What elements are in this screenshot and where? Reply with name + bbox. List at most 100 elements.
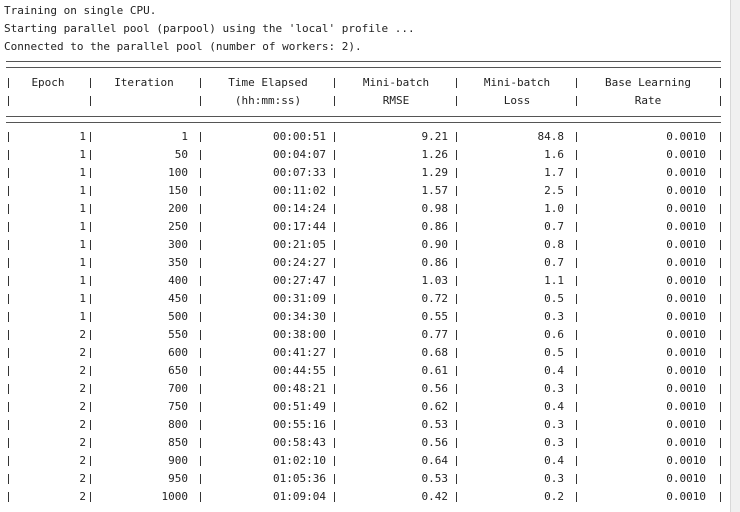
column-divider: [576, 96, 577, 106]
column-divider: [200, 240, 201, 250]
column-divider: [90, 258, 91, 268]
column-divider: [720, 78, 721, 88]
column-divider: [720, 222, 721, 232]
column-divider: [200, 204, 201, 214]
learning-rate-cell: 0.0010: [666, 454, 706, 467]
column-divider: [720, 456, 721, 466]
column-divider: [90, 438, 91, 448]
iteration-cell: 600: [168, 346, 188, 359]
learning-rate-cell: 0.0010: [666, 436, 706, 449]
epoch-cell: 1: [79, 292, 86, 305]
loss-cell: 0.5: [544, 346, 564, 359]
rmse-cell: 1.03: [421, 274, 449, 287]
rmse-cell: 0.86: [421, 256, 449, 269]
iteration-cell: 300: [168, 238, 188, 251]
rmse-cell: 0.90: [421, 238, 449, 251]
column-divider: [720, 96, 721, 106]
column-divider: [720, 168, 721, 178]
column-divider: [456, 438, 457, 448]
epoch-cell: 2: [79, 418, 86, 431]
learning-rate-cell: 0.0010: [666, 130, 706, 143]
iteration-cell: 1: [181, 130, 188, 143]
column-divider: [200, 492, 201, 502]
rmse-cell: 0.77: [421, 328, 449, 341]
rmse-cell: 1.26: [421, 148, 449, 161]
column-divider: [200, 384, 201, 394]
learning-rate-cell: 0.0010: [666, 292, 706, 305]
header-loss: Mini-batch: [483, 76, 551, 89]
column-divider: [200, 420, 201, 430]
column-divider: [720, 330, 721, 340]
rmse-cell: 0.98: [421, 202, 449, 215]
column-divider: [334, 420, 335, 430]
epoch-cell: 2: [79, 328, 86, 341]
column-divider: [8, 96, 9, 106]
column-divider: [334, 240, 335, 250]
column-divider: [8, 492, 9, 502]
column-divider: [334, 474, 335, 484]
column-divider: [720, 348, 721, 358]
time-elapsed-cell: 00:04:07: [273, 148, 326, 161]
iteration-cell: 250: [168, 220, 188, 233]
column-divider: [576, 276, 577, 286]
column-divider: [720, 204, 721, 214]
column-divider: [90, 222, 91, 232]
column-divider: [456, 204, 457, 214]
column-divider: [200, 456, 201, 466]
loss-cell: 0.3: [544, 472, 564, 485]
column-divider: [456, 294, 457, 304]
iteration-cell: 1000: [161, 490, 189, 503]
epoch-cell: 2: [79, 382, 86, 395]
loss-cell: 0.4: [544, 364, 564, 377]
column-divider: [456, 78, 457, 88]
iteration-cell: 100: [168, 166, 188, 179]
iteration-cell: 150: [168, 184, 188, 197]
header-epoch-sub: [16, 92, 80, 110]
column-divider: [456, 456, 457, 466]
column-divider: [8, 312, 9, 322]
column-divider: [8, 276, 9, 286]
column-divider: [8, 258, 9, 268]
column-divider: [90, 276, 91, 286]
iteration-cell: 800: [168, 418, 188, 431]
learning-rate-cell: 0.0010: [666, 220, 706, 233]
epoch-cell: 1: [79, 238, 86, 251]
column-divider: [334, 456, 335, 466]
column-divider: [334, 402, 335, 412]
column-divider: [90, 204, 91, 214]
loss-cell: 0.8: [544, 238, 564, 251]
column-divider: [200, 78, 201, 88]
column-divider: [720, 402, 721, 412]
time-elapsed-cell: 00:51:49: [273, 400, 326, 413]
epoch-cell: 2: [79, 490, 86, 503]
column-divider: [576, 222, 577, 232]
time-elapsed-cell: 00:48:21: [273, 382, 326, 395]
column-divider: [90, 366, 91, 376]
header-rmse-sub: RMSE: [382, 94, 410, 107]
loss-cell: 1.1: [544, 274, 564, 287]
column-divider: [720, 258, 721, 268]
column-divider: [334, 186, 335, 196]
time-elapsed-cell: 00:34:30: [273, 310, 326, 323]
rmse-cell: 1.29: [421, 166, 449, 179]
column-divider: [90, 312, 91, 322]
column-divider: [720, 384, 721, 394]
column-divider: [720, 492, 721, 502]
learning-rate-cell: 0.0010: [666, 364, 706, 377]
header-iteration: Iteration: [114, 76, 174, 89]
rmse-cell: 0.56: [421, 436, 449, 449]
rmse-cell: 0.55: [421, 310, 449, 323]
learning-rate-cell: 0.0010: [666, 148, 706, 161]
column-divider: [90, 348, 91, 358]
column-divider: [8, 294, 9, 304]
time-elapsed-cell: 00:21:05: [273, 238, 326, 251]
column-divider: [334, 348, 335, 358]
loss-cell: 1.0: [544, 202, 564, 215]
time-elapsed-cell: 00:17:44: [273, 220, 326, 233]
epoch-cell: 1: [79, 274, 86, 287]
table-top-separator: [6, 61, 721, 68]
column-divider: [90, 78, 91, 88]
column-divider: [720, 312, 721, 322]
column-divider: [200, 402, 201, 412]
column-divider: [456, 150, 457, 160]
